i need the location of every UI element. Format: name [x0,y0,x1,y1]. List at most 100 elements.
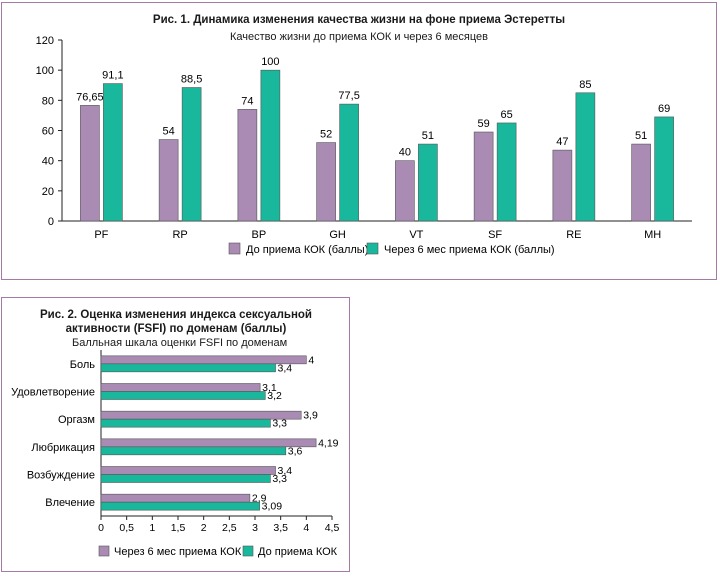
chart2-data-label: 3,9 [303,410,318,422]
chart1-data-label: 100 [261,56,279,68]
chart1-category-label: SF [488,229,502,241]
chart1-category-label: RP [172,229,187,241]
chart1-bar [158,139,179,222]
chart2-title: Рис. 2. Оценка изменения индекса сексуал… [40,309,312,335]
chart2-x-tick-label: 0,5 [119,522,134,534]
chart1-bar [316,142,336,222]
chart1-category-label: MH [644,229,661,241]
chart2-bar [100,391,266,400]
chart1-y-tick-label: 60 [42,126,54,138]
chart1-y-tick-label: 40 [42,156,54,168]
chart2-legend-swatch [98,545,110,557]
chart1-data-label: 65 [501,109,513,121]
chart1-bar [237,109,258,222]
chart2-data-label: 2,9 [252,493,267,505]
chart1-bar [339,103,359,222]
chart-panel-quality-of-life: Рис. 1. Динамика изменения качества жизн… [1,2,717,280]
chart1-y-tick-label: 0 [48,216,54,228]
chart1-data-label: 54 [163,126,175,138]
chart1-legend-label: Через 6 мес приема КОК (баллы) [384,244,555,256]
chart1-bar [395,160,415,222]
chart2-legend-label: Через 6 мес приема КОК [114,546,242,558]
chart1-data-label: 51 [422,130,434,142]
chart1-subtitle: Качество жизни до приема КОК и через 6 м… [230,31,488,43]
chart1-y-tick-label: 100 [36,65,54,77]
chart1-data-label: 85 [579,79,591,91]
chart1-data-label: 88,5 [181,74,202,86]
chart1-data-label: 74 [241,95,253,107]
chart2-bar [100,410,302,420]
chart2-data-label: 3,3 [272,418,287,430]
chart1-y-tick-label: 20 [42,186,54,198]
chart2-svg: 0 0,5 1 1,5 2 2,5 3 3,5 4 4,5 Боль 4 3,4 Удовлетворен… [11,350,340,558]
chart1-legend-swatch [366,242,379,255]
chart1-bar [80,105,100,222]
chart2-bar [100,418,271,428]
chart2-category-label: Оргазм [58,414,95,426]
chart1-bar [575,92,596,222]
chart1-data-label: 52 [320,129,332,141]
chart2-data-label: 4,19 [318,437,339,449]
chart2-bar [100,501,260,511]
chart1-data-label: 69 [658,103,670,115]
chart2-legend-swatch [242,545,254,557]
chart2-data-label: 3,09 [262,501,283,513]
chart2-x-tick-label: 3,5 [273,522,288,534]
chart1-data-label: 51 [635,130,647,142]
chart1-bar [654,116,674,222]
chart1-category-label: PF [94,229,108,241]
chart1-bar [103,83,123,222]
chart-panel-fsfi: Рис. 2. Оценка изменения индекса сексуал… [1,297,350,572]
chart1-data-label: 40 [399,147,411,159]
chart2-data-label: 4 [308,354,314,366]
chart1-y-tick-label: 120 [36,35,54,47]
chart2-x-tick-label: 2,5 [222,522,237,534]
chart2-subtitle: Балльная шкала оценки FSFI по доменам [72,337,288,349]
chart2-x-tick-label: 4,5 [325,522,340,534]
chart1-legend-label: До приема КОК (баллы) [246,244,368,256]
chart2-data-label: 3,4 [278,465,293,477]
chart2-bar [100,438,317,448]
chart1-title: Рис. 1. Динамика изменения качества жизн… [152,14,566,26]
chart1-legend-swatch [228,242,241,255]
chart2-category-label: Боль [70,359,96,371]
chart1-bar [631,143,651,222]
chart2-bar [100,383,261,392]
chart2-bar [100,493,251,503]
chart2-x-tick-label: 1,5 [171,522,186,534]
chart2-data-label: 3,6 [288,445,303,457]
chart2-bar [100,363,276,373]
chart2-x-tick-label: 0 [98,522,104,534]
chart1-category-label: BP [252,229,267,241]
chart2-category-label: Возбуждение [27,470,95,482]
chart1-bar [496,122,517,222]
chart2-bar [100,474,271,483]
chart2-category-label: Любрикация [31,442,95,454]
chart2-data-label: 3,4 [278,362,293,374]
chart1-data-label: 47 [556,136,568,148]
chart2-data-label: 3,3 [272,473,287,485]
chart2-bar [100,355,307,365]
chart2-category-label: Влечение [45,497,95,509]
chart1-data-label: 77,5 [338,90,359,102]
chart2-category-label: Удовлетворение [11,387,95,399]
chart2-data-label: 3,2 [267,390,282,402]
chart2-x-tick-label: 2 [201,522,207,534]
chart2-x-tick-label: 1 [149,522,155,534]
chart1-svg: 0 20 40 60 80 100 120 PF 76,65 91,1 RP 54 88,5 BP 74 10… [36,35,692,256]
chart1-category-label: VT [409,229,423,241]
chart1-bar [473,131,494,222]
chart1-y-tick-label: 80 [42,95,54,107]
chart1-data-label: 76,65 [76,91,104,103]
chart2-bar [100,466,276,475]
chart1-data-label: 91,1 [102,70,123,82]
chart2-x-tick-label: 3 [252,522,258,534]
chart1-bar [418,143,438,222]
chart1-bar [552,149,573,222]
chart2-bar [100,446,287,456]
chart2-x-tick-label: 4 [303,522,309,534]
chart1-category-label: GH [329,229,346,241]
chart1-bar [181,87,202,222]
chart1-category-label: RE [566,229,581,241]
chart1-data-label: 59 [478,118,490,130]
